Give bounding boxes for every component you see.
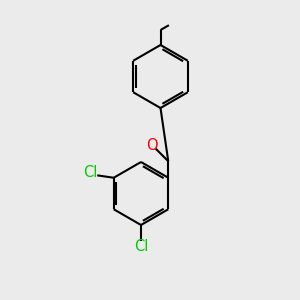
Text: Cl: Cl <box>134 239 148 254</box>
Text: O: O <box>146 137 158 152</box>
Text: Cl: Cl <box>83 166 98 181</box>
